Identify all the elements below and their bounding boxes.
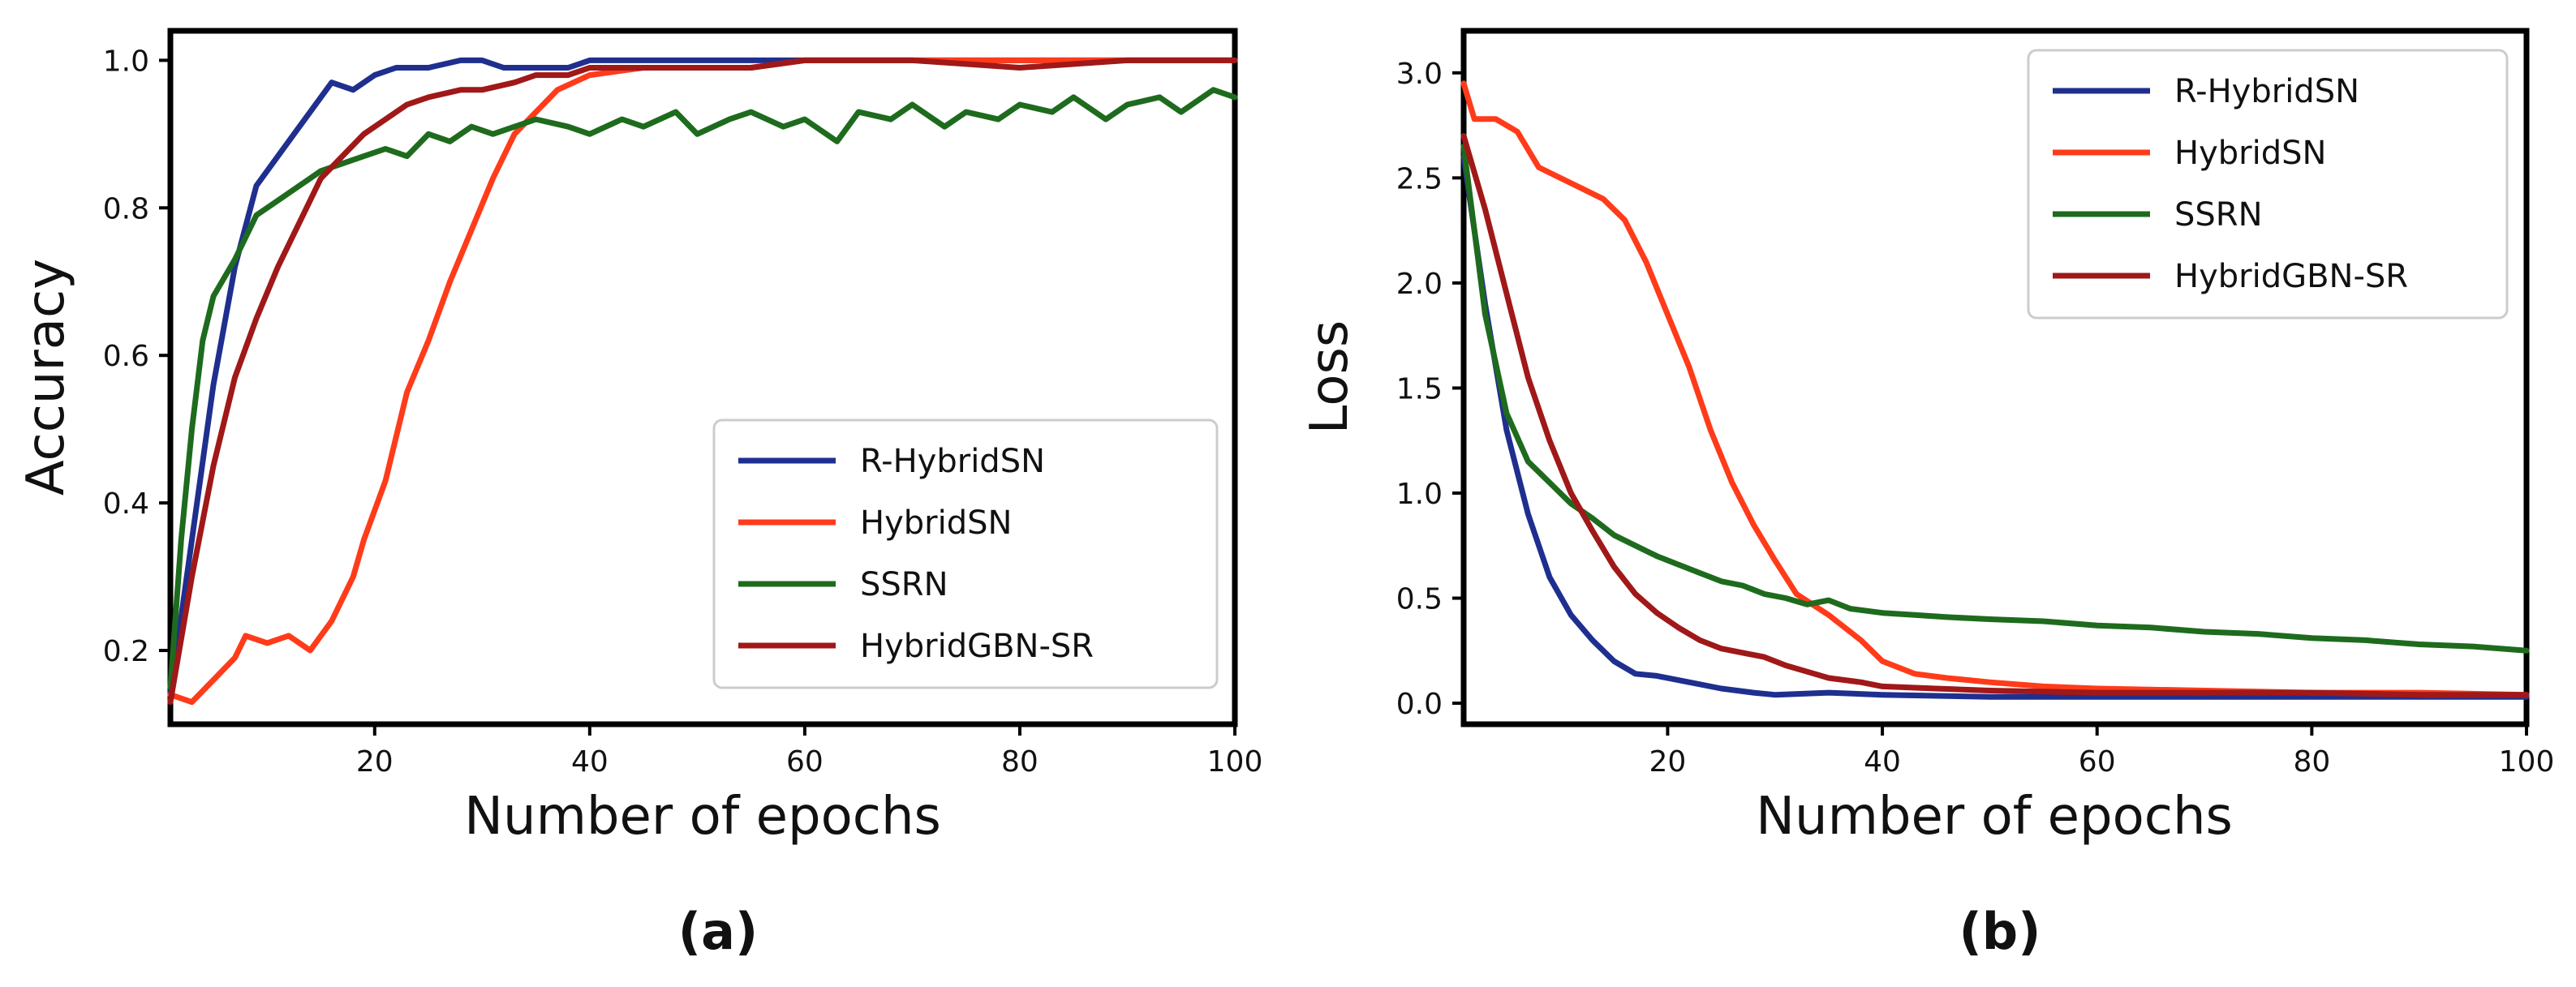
x-tick-label-a: 20 [356,745,393,779]
y-tick-label-b: 0.5 [1396,583,1443,616]
x-tick-label-b: 20 [1649,745,1687,779]
y-tick-label-b: 3.0 [1396,58,1443,91]
legend-box-a [712,418,1219,689]
legend-label-b: R-HybridSN [2174,73,2359,110]
legend-label-a: HybridGBN-SR [860,628,1094,665]
x-tick-label-b: 60 [2079,745,2116,779]
x-tick-label-a: 60 [786,745,824,779]
x-axis-label-b: Number of epochs [1756,787,2233,847]
y-axis-label-a: Accuracy [16,259,76,496]
x-tick-label-b: 80 [2293,745,2330,779]
y-axis-label-b: Loss [1300,320,1360,434]
x-tick-label-a: 80 [1001,745,1039,779]
caption-b: (b) [1959,902,2041,961]
legend-label-a: HybridSN [860,504,1012,542]
legend-label-b: SSRN [2174,196,2263,234]
y-tick-label-b: 2.0 [1396,268,1443,301]
y-tick-label-a: 0.8 [103,192,149,225]
legend-label-a: R-HybridSN [860,443,1045,480]
legend-label-a: SSRN [860,566,948,603]
x-tick-label-b: 40 [1864,745,1901,779]
y-tick-label-a: 1.0 [103,45,149,78]
series-line-r-hybridsn [1460,154,2530,700]
x-tick-label-a: 40 [571,745,609,779]
panel-a-accuracy-chart: 20 40 60 80 100 0.2 0.4 0.6 0.8 1.0 R-HybridSN Hyb… [16,28,1263,961]
series-line-hybridgbn-sr [1460,133,2530,698]
legend-label-b: HybridGBN-SR [2174,258,2408,295]
y-tick-label-a: 0.4 [103,487,149,521]
legend-box-b [2027,49,2509,320]
x-tick-label-b: 100 [2499,745,2555,779]
series-line-hybridsn [1460,80,2530,698]
y-tick-label-b: 1.0 [1396,478,1443,511]
y-tick-label-b: 0.0 [1396,688,1443,721]
y-tick-label-a: 0.2 [103,635,149,668]
panel-b-loss-chart: 20 40 60 80 100 0.0 0.5 1.0 1.5 2.0 2.5 3.0 R-Hybri… [1300,28,2555,961]
y-tick-label-a: 0.6 [103,340,149,373]
caption-a: (a) [678,902,759,961]
series-line-hybridgbn-sr [167,57,1238,706]
x-tick-label-a: 100 [1207,745,1263,779]
y-tick-label-b: 1.5 [1396,372,1443,406]
legend-label-b: HybridSN [2174,135,2326,172]
series-line-ssrn [167,87,1238,690]
y-tick-label-b: 2.5 [1396,162,1443,195]
x-axis-label-a: Number of epochs [464,787,941,847]
